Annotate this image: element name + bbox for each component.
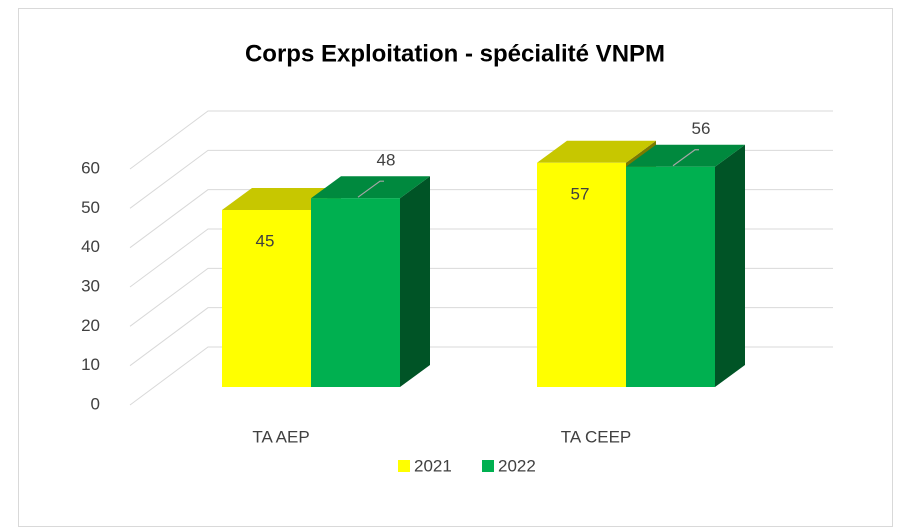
y-tick-label: 50 <box>81 198 100 217</box>
bar-side <box>715 144 745 387</box>
data-label: 48 <box>377 151 396 170</box>
leader-line <box>672 149 699 167</box>
chart-title: Corps Exploitation - spécialité VNPM <box>245 40 665 67</box>
bar <box>537 162 626 387</box>
data-label: 56 <box>692 119 711 138</box>
bar <box>626 166 715 387</box>
y-tick-label: 30 <box>81 276 100 295</box>
y-tick-label: 60 <box>81 158 100 177</box>
x-tick-label: TA AEP <box>252 427 309 446</box>
grid-line <box>129 110 833 170</box>
bar-top <box>311 176 430 199</box>
leader-line <box>357 180 384 198</box>
y-tick-label: 20 <box>81 316 100 335</box>
bar-top <box>626 144 745 167</box>
legend-label: 2021 <box>414 456 452 475</box>
y-tick-label: 0 <box>91 394 100 413</box>
legend-label: 2022 <box>498 456 536 475</box>
data-label: 45 <box>256 231 275 250</box>
bar-top <box>537 140 656 163</box>
bar-side <box>400 176 430 387</box>
data-label: 57 <box>571 184 590 203</box>
chart-border <box>18 8 893 527</box>
y-tick-label: 10 <box>81 355 100 374</box>
bar <box>311 198 400 387</box>
legend-swatch <box>482 460 494 472</box>
y-tick-label: 40 <box>81 237 100 256</box>
bar <box>222 210 311 387</box>
legend-swatch <box>398 460 410 472</box>
x-tick-label: TA CEEP <box>561 427 632 446</box>
